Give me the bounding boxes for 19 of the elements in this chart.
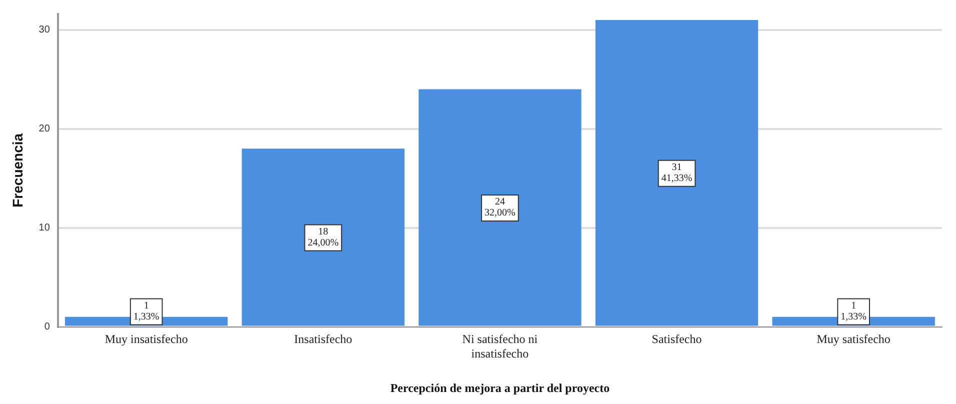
- data-label: 1 1,33%: [133, 300, 160, 322]
- data-label: 24 32,00%: [484, 196, 516, 219]
- data-label: 18 24,00%: [308, 226, 339, 248]
- x-tick-label: Ni satisfecho ni insatisfecho: [462, 332, 538, 361]
- y-tick-label: 10: [38, 222, 50, 234]
- y-tick-label: 30: [38, 24, 50, 36]
- bar: [418, 89, 582, 326]
- x-tick-label: Muy insatisfecho: [104, 332, 188, 346]
- data-label: 31 41,33%: [661, 162, 692, 184]
- bar: [595, 20, 758, 326]
- x-tick-label: Muy satisfecho: [816, 332, 890, 346]
- y-axis-title: Frecuencia: [9, 133, 26, 208]
- y-tick-label: 20: [38, 124, 50, 135]
- bar: [242, 148, 404, 326]
- x-tick-label: Satisfecho: [652, 332, 702, 346]
- y-tick-label: 0: [44, 322, 50, 333]
- x-axis-title: Percepción de mejora a partir del proyecto: [390, 380, 610, 395]
- data-label: 1 1,33%: [840, 300, 867, 322]
- x-tick-label: Insatisfecho: [294, 332, 352, 346]
